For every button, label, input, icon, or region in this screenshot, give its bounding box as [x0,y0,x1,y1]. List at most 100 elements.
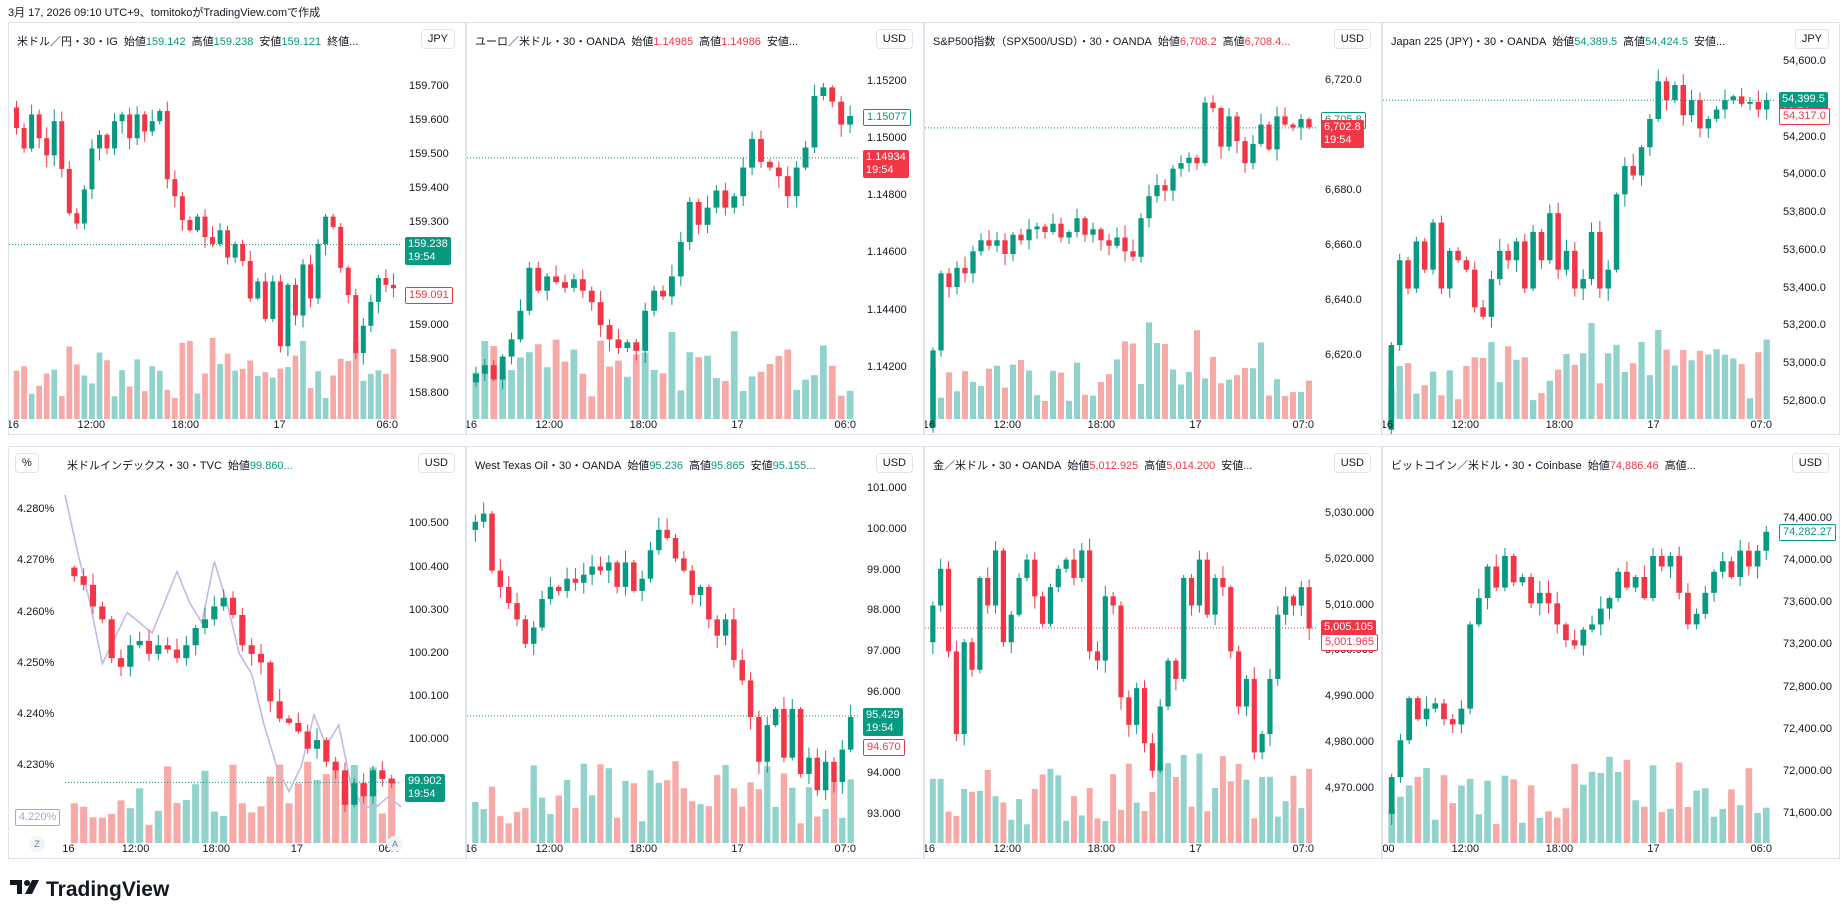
candle [526,261,533,315]
chart-canvas[interactable] [925,447,1382,859]
candle [838,96,845,137]
volume-bar [1405,785,1413,843]
volume-bar [1536,817,1544,843]
currency-button[interactable]: JPY [1794,29,1829,49]
ohlc-label: 始値 [1157,36,1180,48]
candle [1118,601,1124,710]
candle [74,207,80,230]
candle [1432,697,1439,713]
chart-panel-1[interactable]: 米ドル／円・30・IG 始値159.142 高値159.238 安値159.121 終値… [8,22,466,435]
candle [847,105,854,133]
volume-bar [764,766,771,843]
chart-canvas[interactable] [1383,447,1840,859]
volume-bar [187,340,193,419]
currency-button[interactable]: JPY [420,29,455,49]
volume-bar [1596,383,1604,419]
chart-canvas[interactable] [925,23,1382,435]
currency-button[interactable]: USD [1333,453,1371,473]
volume-bar [615,360,622,419]
price-tag-value: 54,317.0 [1783,109,1826,122]
candle [239,607,246,652]
price-tag-value: 1.15077 [867,110,907,123]
price-tag: 159.238 19:54 [405,236,451,265]
price-tag: 74,282.27 [1779,523,1836,541]
chart-panel-6[interactable]: West Texas Oil・30・OANDA 始値95.236 高値95.865 安… [466,446,924,859]
symbol-title[interactable]: 米ドルインデックス・30・TVC [67,460,222,472]
candle [164,637,171,654]
volume-bar [201,770,209,843]
currency-button[interactable]: USD [875,29,913,49]
candle [330,213,336,230]
chart-panel-4[interactable]: Japan 225 (JPY)・30・OANDA 始値54,389.5 高値54,4… [1382,22,1840,435]
volume-bar [961,788,968,843]
volume-bar [1063,820,1070,843]
symbol-title[interactable]: ユーロ／米ドル・30・OANDA [475,36,626,48]
candle [194,213,200,233]
volume-bar [1265,395,1273,419]
chart-canvas[interactable] [9,447,466,859]
candle [1519,573,1526,586]
percent-scale-button[interactable]: % [15,453,39,473]
symbol-title[interactable]: 金／米ドル・30・OANDA [933,460,1062,472]
volume-bar [43,373,50,419]
volume-bar [1754,812,1761,843]
volume-bar [89,383,95,419]
volume-bar [945,811,952,843]
candle [1463,256,1470,273]
volume-bar [1423,767,1430,843]
symbol-title[interactable]: Japan 225 (JPY)・30・OANDA [1391,36,1547,48]
volume-bar [1049,370,1057,419]
candle [1234,111,1240,154]
ohlc-value: 74,886.46 [1609,460,1659,472]
tradingview-logo[interactable]: TradingView [10,878,169,902]
volume-bar [1440,775,1448,843]
volume-bar [1597,772,1605,843]
candle [1597,220,1603,299]
candle [388,774,395,788]
volume-bar [1736,805,1744,843]
x-axis-label: 16 [924,419,936,431]
candle [615,328,622,355]
volume-bar [480,809,487,843]
symbol-title[interactable]: S&P500指数（SPX500/USD）・30・OANDA [933,36,1152,48]
candle [1266,121,1272,152]
chart-panel-3[interactable]: S&P500指数（SPX500/USD）・30・OANDA 始値6,708.2 高値… [924,22,1382,435]
chart-panel-2[interactable]: ユーロ／米ドル・30・OANDA 始値1.14985 高値1.14986 安値... U… [466,22,924,435]
chart-canvas[interactable] [9,23,466,435]
volume-bar [1137,383,1145,419]
volume-bar [1055,775,1062,843]
currency-button[interactable]: USD [417,453,455,473]
candle [1058,217,1064,243]
currency-button[interactable]: USD [1791,453,1829,473]
chart-canvas[interactable] [467,23,924,435]
currency-button[interactable]: USD [1333,29,1371,49]
volume-bar [1305,380,1313,419]
candle [1178,155,1184,177]
chart-panel-8[interactable]: ビットコイン／米ドル・30・Coinbase 始値74,886.46 高値... US… [1382,446,1840,859]
volume-bar [1273,379,1281,419]
symbol-title[interactable]: West Texas Oil・30・OANDA [475,460,622,472]
volume-bar [1000,802,1007,843]
volume-bar [1710,816,1718,843]
chart-canvas[interactable] [467,447,924,859]
chart-canvas[interactable] [1383,23,1840,435]
y-axis-label: 97.000 [867,644,901,657]
scale-button[interactable]: Z [29,836,45,852]
candle [276,689,283,723]
x-axis-label: 07:0 [834,843,856,855]
candle [581,562,587,594]
chart-panel-5[interactable]: 米ドルインデックス・30・TVC 始値99.860... USD% 100.500 10… [8,446,466,859]
candle [490,359,497,382]
symbol-title[interactable]: ビットコイン／米ドル・30・Coinbase [1391,460,1582,472]
symbol-title[interactable]: 米ドル／円・30・IG [17,36,118,48]
chart-panel-7[interactable]: 金／米ドル・30・OANDA 始値5,012.925 高値5,014.200 安値..… [924,446,1382,859]
volume-bar [1008,819,1015,843]
candle [1755,90,1762,118]
volume-bar [722,764,729,843]
candle [499,354,506,390]
scale-button[interactable]: A [387,836,403,852]
y-axis-label: 74,400.00 [1783,512,1832,525]
candle [66,161,72,216]
currency-button[interactable]: USD [875,453,913,473]
volume-bar [1065,400,1073,419]
